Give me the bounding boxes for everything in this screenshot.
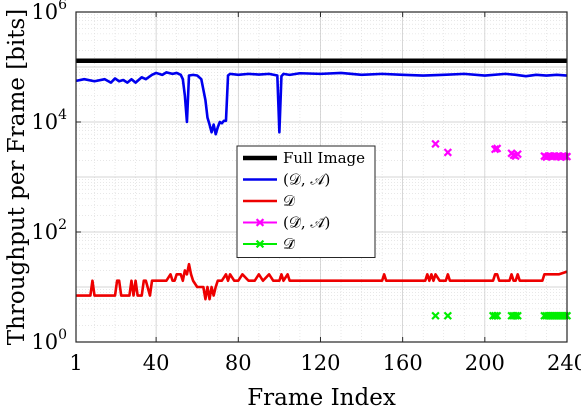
legend-box — [236, 145, 376, 258]
marker-stroke — [255, 218, 265, 227]
x-axis-title: Frame Index — [247, 385, 396, 411]
data-point — [443, 148, 453, 157]
legend-item: 𝒟 — [243, 192, 295, 210]
data-point — [490, 311, 500, 320]
data-point — [513, 311, 522, 320]
marker-stroke — [443, 148, 453, 157]
y-tick-label: 106 — [31, 0, 67, 24]
x-tick-label: 80 — [225, 351, 252, 375]
series-3 — [431, 139, 572, 162]
series-line — [76, 262, 568, 301]
y-tick-label: 104 — [31, 107, 67, 134]
marker-stroke — [511, 311, 520, 320]
x-tick-label: 1 — [69, 351, 82, 375]
marker-stroke — [513, 149, 522, 159]
marker-stroke — [431, 139, 440, 149]
legend-marker — [255, 218, 265, 227]
x-tick-label: 160 — [383, 351, 423, 375]
marker-stroke — [443, 311, 453, 320]
legend-label: Full Image — [283, 149, 365, 167]
data-point — [431, 139, 440, 149]
y-tick-label: 102 — [31, 217, 67, 244]
y-tick-label: 100 — [31, 327, 67, 354]
legend-item: 𝒟̃ — [243, 235, 295, 253]
data-point — [511, 311, 520, 320]
series-1 — [75, 71, 568, 136]
legend-item: (𝒟̃, 𝒜̃) — [243, 214, 330, 232]
x-tick-label: 40 — [143, 351, 170, 375]
x-tick-label: 120 — [300, 351, 340, 375]
data-point — [431, 311, 440, 320]
legend-label: (𝒟, 𝒜) — [283, 171, 330, 189]
legend-label: (𝒟̃, 𝒜̃) — [283, 214, 330, 232]
legend-item: (𝒟, 𝒜) — [243, 171, 330, 189]
data-point — [492, 144, 502, 153]
marker-stroke — [255, 239, 265, 249]
series-line — [75, 71, 568, 136]
marker-stroke — [492, 311, 502, 320]
legend-label: 𝒟̃ — [283, 235, 295, 253]
series-layer — [75, 58, 572, 320]
series-4 — [431, 311, 572, 320]
x-tick-label: 200 — [465, 351, 505, 375]
y-axis-title: Throughput per Frame [bits] — [4, 9, 30, 346]
x-tick-label: 240 — [547, 351, 581, 375]
series-2 — [76, 262, 568, 301]
ticks: 1 40 80 120 160 200 240 100 102 104 106 — [31, 0, 581, 375]
legend-marker — [255, 239, 265, 249]
marker-stroke — [490, 311, 500, 320]
legend-item: Full Image — [243, 149, 365, 167]
marker-stroke — [431, 311, 440, 320]
legend-label: 𝒟 — [283, 192, 295, 210]
data-point — [492, 311, 502, 320]
plot-frame — [75, 11, 568, 343]
data-point — [443, 311, 453, 320]
legend: Full Image (𝒟, 𝒜) 𝒟 (𝒟̃, 𝒜̃) 𝒟̃ — [236, 145, 376, 258]
marker-stroke — [513, 311, 522, 320]
marker-stroke — [492, 144, 502, 153]
data-point — [513, 149, 522, 159]
